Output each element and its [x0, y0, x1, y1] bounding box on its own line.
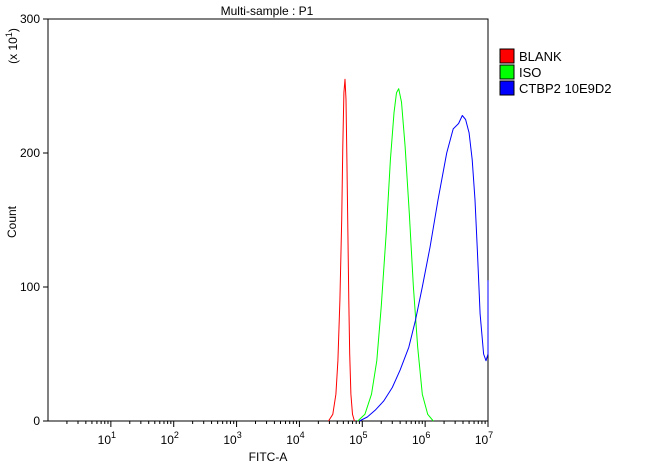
x-tick-base: 10 — [98, 433, 112, 447]
histogram-series — [328, 78, 489, 422]
y-axis-title: Count — [5, 205, 19, 238]
legend-swatch — [499, 80, 515, 96]
x-tick-label: 105 — [349, 430, 367, 447]
x-tick-exponent: 6 — [425, 430, 430, 440]
plot-frame — [47, 18, 489, 422]
x-tick-base: 10 — [475, 433, 489, 447]
y-tick-label: 0 — [33, 414, 40, 428]
x-axis-title: FITC-A — [249, 450, 288, 464]
y-multiplier-prefix: (x 10 — [6, 37, 20, 64]
x-tick-label: 102 — [161, 430, 179, 447]
x-tick-exponent: 3 — [237, 430, 242, 440]
x-tick-label: 104 — [286, 430, 304, 447]
y-tick-label: 300 — [20, 12, 40, 26]
y-axis-ticks: 0 100 200 300 — [20, 12, 48, 428]
series-line-iso — [357, 88, 434, 422]
x-tick-exponent: 4 — [300, 430, 305, 440]
y-multiplier-label: (x 101) — [4, 28, 20, 64]
series-line-blank — [328, 78, 355, 422]
legend-label: BLANK — [519, 49, 562, 64]
x-tick-base: 10 — [349, 433, 363, 447]
x-tick-base: 10 — [223, 433, 237, 447]
legend-label: CTBP2 10E9D2 — [519, 81, 612, 96]
x-tick-base: 10 — [161, 433, 175, 447]
series-line-ctbp2-10e9d2 — [359, 115, 489, 422]
y-multiplier-exponent: 1 — [4, 32, 14, 37]
x-tick-exponent: 7 — [488, 430, 493, 440]
x-tick-label: 107 — [475, 430, 493, 447]
x-tick-exponent: 5 — [362, 430, 367, 440]
x-tick-base: 10 — [286, 433, 300, 447]
chart-title: Multi-sample : P1 — [221, 4, 314, 18]
legend-label: ISO — [519, 65, 541, 80]
x-tick-base: 10 — [412, 433, 426, 447]
y-tick-label: 100 — [20, 280, 40, 294]
legend-swatch — [499, 48, 515, 64]
x-tick-label: 106 — [412, 430, 430, 447]
x-tick-exponent: 2 — [174, 430, 179, 440]
x-tick-label: 101 — [98, 430, 116, 447]
x-tick-label: 103 — [223, 430, 241, 447]
x-axis-ticks: 101 102 103 104 105 106 107 — [66, 421, 493, 447]
y-tick-label: 200 — [20, 146, 40, 160]
legend-swatch — [499, 64, 515, 80]
x-tick-exponent: 1 — [111, 430, 116, 440]
